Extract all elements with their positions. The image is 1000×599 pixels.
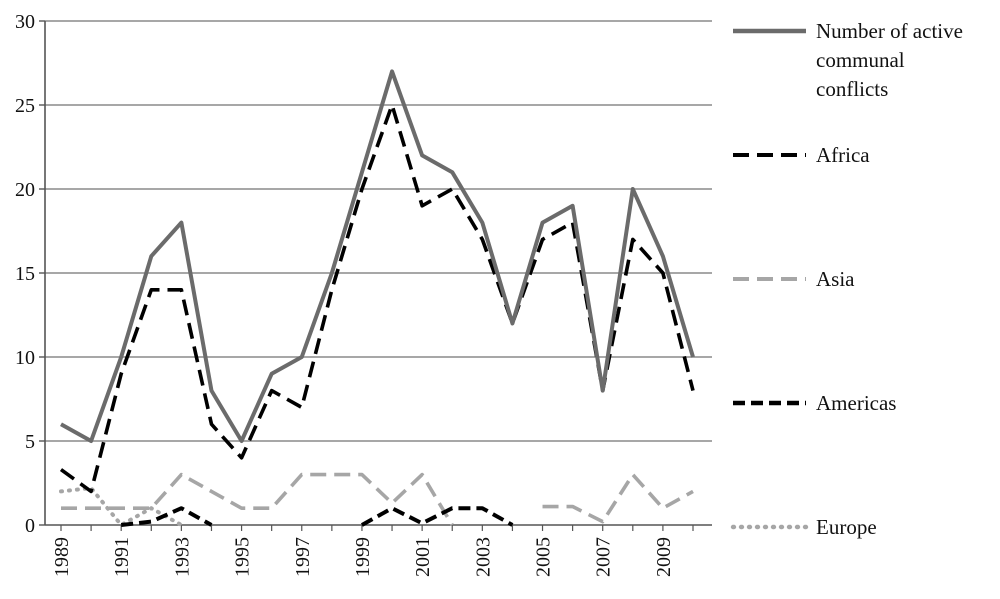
legend-label: conflicts bbox=[816, 77, 888, 101]
y-tick-label: 30 bbox=[15, 11, 35, 33]
x-tick-label: 1997 bbox=[292, 537, 314, 577]
legend-label: Asia bbox=[816, 267, 855, 291]
legend-label: communal bbox=[816, 48, 905, 72]
x-tick-label: 1991 bbox=[111, 537, 133, 577]
legend-label: Africa bbox=[816, 143, 870, 167]
series-line-africa bbox=[59, 103, 695, 494]
x-tick-label: 2005 bbox=[533, 537, 555, 577]
x-tick-label: 1993 bbox=[171, 537, 193, 577]
x-axis-ticks: 1989 1991 1993 1995 1997 1999 2001 2003 2005 2007… bbox=[51, 525, 694, 577]
x-tick-label: 2009 bbox=[653, 537, 675, 577]
x-tick-label: 1995 bbox=[232, 537, 254, 577]
legend-label: Number of active bbox=[816, 19, 963, 43]
legend-label: Americas bbox=[816, 391, 896, 415]
grid-lines bbox=[45, 20, 712, 442]
x-tick-label: 1989 bbox=[51, 537, 73, 577]
legend: Number of active communal conflicts Africa A… bbox=[730, 19, 963, 539]
series-line-americas bbox=[120, 506, 213, 527]
series-line-number-of-active-communal-conflicts bbox=[60, 69, 695, 443]
y-tick-label: 0 bbox=[25, 515, 35, 537]
y-tick-label: 25 bbox=[15, 95, 35, 117]
y-tick-label: 15 bbox=[15, 263, 35, 285]
y-axis-ticks: 0 5 10 15 20 25 30 bbox=[15, 11, 45, 537]
y-tick-label: 20 bbox=[15, 179, 35, 201]
series-line-americas bbox=[360, 506, 514, 527]
x-tick-label: 2001 bbox=[412, 537, 434, 577]
x-tick-label: 1999 bbox=[352, 537, 374, 577]
series-line-asia bbox=[61, 472, 454, 526]
legend-label: Europe bbox=[816, 515, 877, 539]
series-line-asia bbox=[542, 472, 694, 524]
y-tick-label: 5 bbox=[25, 431, 35, 453]
series-lines bbox=[59, 69, 695, 527]
x-tick-label: 2003 bbox=[472, 537, 494, 577]
x-tick-label: 2007 bbox=[593, 537, 615, 577]
y-tick-label: 10 bbox=[15, 347, 35, 369]
